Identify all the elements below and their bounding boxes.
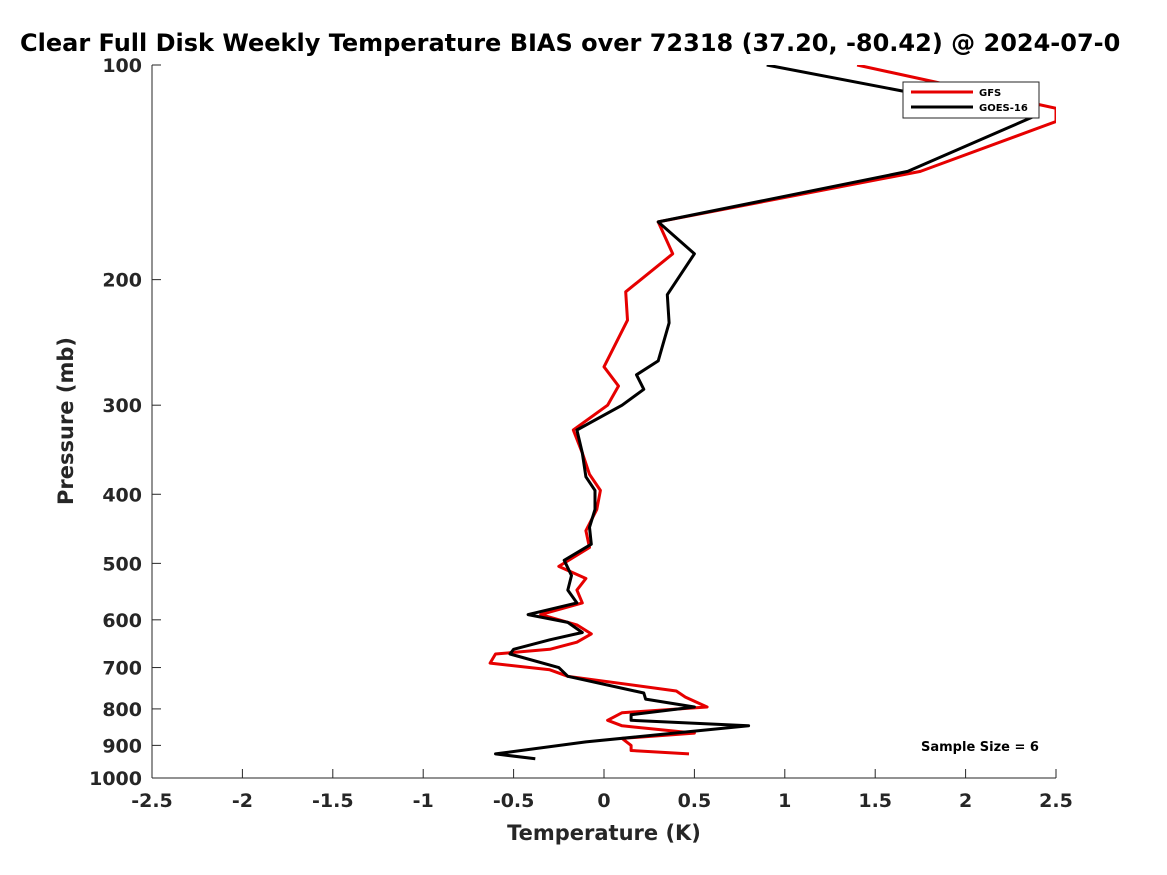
legend-label: GOES-16 <box>979 103 1028 114</box>
y-tick-label: 300 <box>102 395 142 417</box>
x-tick-label: 1 <box>778 790 791 812</box>
x-axis-ticks: -2.5 -2 -1.5 -1 -0.5 0 0.5 1 1.5 2 2.5 <box>131 769 1073 812</box>
x-tick-label: -2 <box>232 790 253 812</box>
y-tick-label: 400 <box>102 484 142 506</box>
x-tick-label: 1.5 <box>858 790 892 812</box>
y-tick-label: 100 <box>102 55 142 77</box>
x-tick-label: 0 <box>597 790 610 812</box>
sample-size-annotation: Sample Size = 6 <box>921 740 1039 755</box>
x-tick-label: -2.5 <box>131 790 173 812</box>
y-axis-ticks: 100 200 300 400 500 600 700 800 900 1000 <box>89 55 161 790</box>
y-tick-label: 800 <box>102 699 142 721</box>
y-tick-label: 700 <box>102 658 142 680</box>
x-tick-label: -1.5 <box>312 790 354 812</box>
x-tick-label: -0.5 <box>493 790 535 812</box>
x-tick-label: 2.5 <box>1039 790 1073 812</box>
series-line-gfs <box>488 65 1056 756</box>
legend: GFS GOES-16 <box>902 81 1040 119</box>
y-tick-label: 500 <box>102 553 142 575</box>
y-tick-label: 200 <box>102 270 142 292</box>
y-tick-label: 600 <box>102 610 142 632</box>
legend-box <box>902 81 1040 119</box>
y-tick-label: 900 <box>102 735 142 757</box>
chart-title: Clear Full Disk Weekly Temperature BIAS … <box>20 29 1120 57</box>
series-layer <box>488 65 1056 761</box>
x-tick-label: 0.5 <box>678 790 712 812</box>
x-axis-label: Temperature (K) <box>507 821 701 845</box>
x-tick-label: 2 <box>959 790 972 812</box>
y-tick-label: 1000 <box>89 768 142 790</box>
x-tick-label: -1 <box>413 790 434 812</box>
series-line-goes-16 <box>494 65 1036 761</box>
y-axis-label: Pressure (mb) <box>54 337 78 505</box>
legend-label: GFS <box>979 88 1001 99</box>
